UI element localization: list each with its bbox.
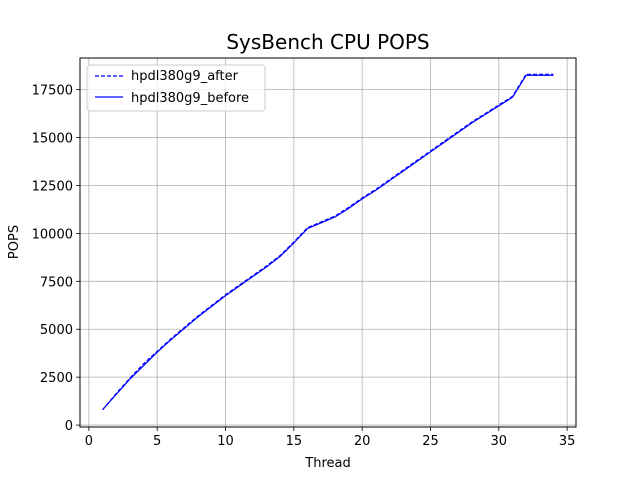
y-tick-label: 15000 (32, 132, 73, 147)
y-axis-title: POPS (7, 225, 22, 259)
y-tick-label: 5000 (40, 323, 73, 338)
x-tick-label: 15 (286, 434, 303, 449)
legend: hpdl380g9_after hpdl380g9_before (86, 64, 266, 112)
x-tick-label: 10 (217, 434, 234, 449)
y-tick-label: 0 (65, 419, 73, 434)
y-tick-label: 2500 (40, 371, 73, 386)
legend-label-after: hpdl380g9_after (131, 69, 239, 84)
legend-label-before: hpdl380g9_before (131, 91, 249, 106)
y-tick-label: 7500 (40, 275, 73, 290)
x-axis-title: Thread (304, 456, 350, 471)
x-tick-label: 0 (85, 434, 93, 449)
x-tick-label: 30 (491, 434, 508, 449)
chart-title: SysBench CPU POPS (226, 30, 429, 54)
axis-ticks: 0 5 10 15 20 25 30 35 0 2500 5000 7500 10000 12500 150… (32, 84, 576, 449)
y-tick-label: 10000 (32, 227, 73, 242)
y-tick-label: 17500 (32, 84, 73, 99)
x-tick-label: 35 (559, 434, 576, 449)
plot-frame (79, 57, 577, 428)
x-tick-label: 25 (422, 434, 439, 449)
series-line-hpdl380g9-before (102, 74, 554, 411)
legend-box (86, 64, 266, 112)
x-tick-label: 5 (153, 434, 161, 449)
series-line-hpdl380g9-after (102, 73, 554, 411)
x-tick-label: 20 (354, 434, 371, 449)
series-lines (102, 73, 554, 411)
y-tick-label: 12500 (32, 179, 73, 194)
grid-lines (80, 58, 576, 427)
